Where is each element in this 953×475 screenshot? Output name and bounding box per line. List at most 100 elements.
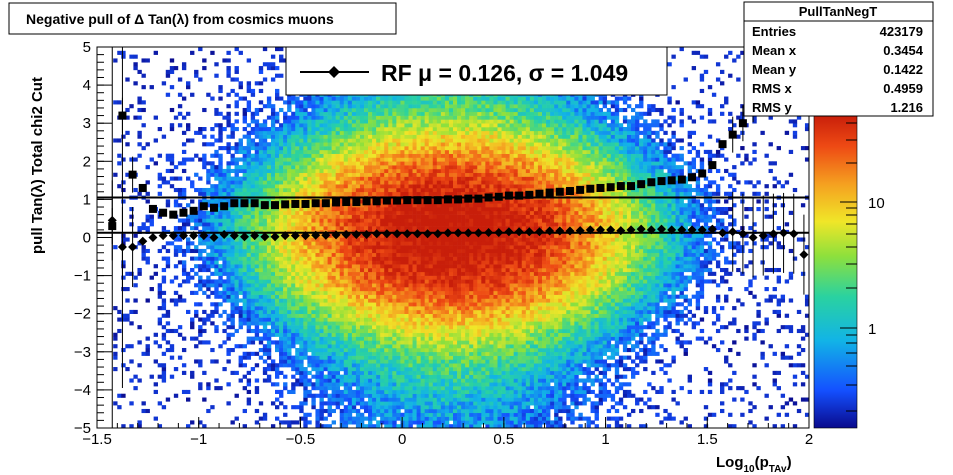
heatmap-cell bbox=[424, 332, 430, 337]
heatmap-cell bbox=[250, 317, 256, 322]
heatmap-cell bbox=[331, 367, 336, 372]
heatmap-cell bbox=[339, 233, 345, 238]
heatmap-cell bbox=[380, 363, 385, 368]
heatmap-cell bbox=[226, 172, 231, 177]
heatmap-cell bbox=[169, 355, 175, 360]
heatmap-cell bbox=[181, 115, 187, 120]
heatmap-cell bbox=[307, 184, 312, 189]
heatmap-cell bbox=[254, 180, 260, 185]
heatmap-cell bbox=[392, 187, 397, 193]
heatmap-cell bbox=[359, 267, 365, 273]
heatmap-cell bbox=[311, 172, 316, 177]
heatmap-cell bbox=[319, 279, 324, 284]
heatmap-cell bbox=[376, 184, 381, 189]
heatmap-cell bbox=[392, 218, 397, 223]
heatmap-cell bbox=[351, 127, 357, 132]
heatmap-cell bbox=[266, 367, 272, 372]
heatmap-cell bbox=[295, 176, 300, 181]
heatmap-cell bbox=[319, 336, 324, 341]
heatmap-cell bbox=[258, 180, 264, 185]
heatmap-cell bbox=[287, 309, 292, 314]
heatmap-cell bbox=[384, 138, 389, 143]
heatmap-cell bbox=[355, 420, 361, 425]
heatmap-cell bbox=[299, 271, 304, 276]
heatmap-cell bbox=[291, 382, 296, 387]
heatmap-cell bbox=[295, 191, 300, 196]
heatmap-cell bbox=[388, 351, 393, 356]
heatmap-cell bbox=[364, 408, 369, 414]
heatmap-cell bbox=[339, 127, 345, 132]
heatmap-cell bbox=[311, 309, 316, 314]
heatmap-cell bbox=[315, 207, 320, 212]
heatmap-cell bbox=[404, 96, 409, 101]
heatmap-cell bbox=[331, 279, 336, 284]
heatmap-cell bbox=[335, 180, 341, 185]
heatmap-cell bbox=[319, 328, 324, 334]
heatmap-cell bbox=[198, 382, 203, 387]
heatmap-cell bbox=[262, 222, 268, 227]
heatmap-cell bbox=[262, 306, 268, 311]
heatmap-cell bbox=[291, 389, 296, 395]
heatmap-cell bbox=[368, 405, 373, 410]
heatmap-cell bbox=[307, 115, 312, 120]
heatmap-cell bbox=[222, 226, 227, 231]
heatmap-cell bbox=[145, 408, 150, 414]
heatmap-cell bbox=[372, 123, 377, 128]
heatmap-cell bbox=[283, 382, 288, 387]
heatmap-cell bbox=[230, 313, 235, 318]
heatmap-cell bbox=[355, 218, 361, 223]
heatmap-cell bbox=[327, 344, 332, 349]
heatmap-cell bbox=[368, 100, 373, 105]
heatmap-cell bbox=[161, 378, 167, 383]
heatmap-cell bbox=[169, 157, 175, 162]
heatmap-cell bbox=[392, 157, 397, 162]
heatmap-cell bbox=[347, 138, 353, 143]
heatmap-cell bbox=[376, 397, 381, 402]
heatmap-cell bbox=[113, 332, 118, 337]
heatmap-cell bbox=[287, 115, 292, 120]
heatmap-cell bbox=[408, 294, 413, 299]
heatmap-cell bbox=[384, 260, 389, 265]
heatmap-cell bbox=[161, 306, 167, 311]
heatmap-cell bbox=[416, 184, 421, 189]
heatmap-cell bbox=[339, 336, 345, 341]
heatmap-cell bbox=[250, 191, 256, 196]
heatmap-cell bbox=[376, 378, 381, 383]
heatmap-cell bbox=[137, 420, 142, 425]
heatmap-cell bbox=[364, 176, 369, 181]
heatmap-cell bbox=[230, 134, 235, 139]
heatmap-cell bbox=[234, 275, 239, 280]
heatmap-cell bbox=[246, 191, 252, 196]
heatmap-cell bbox=[323, 100, 328, 105]
heatmap-cell bbox=[121, 264, 126, 269]
heatmap-cell bbox=[384, 336, 389, 341]
heatmap-cell bbox=[307, 245, 312, 250]
heatmap-cell bbox=[141, 252, 146, 257]
heatmap-cell bbox=[270, 271, 276, 276]
heatmap-cell bbox=[283, 165, 288, 170]
heatmap-cell bbox=[368, 325, 373, 330]
heatmap-cell bbox=[347, 256, 353, 261]
heatmap-cell bbox=[295, 256, 300, 261]
heatmap-cell bbox=[392, 317, 397, 322]
heatmap-cell bbox=[412, 233, 417, 238]
heatmap-cell bbox=[416, 347, 421, 353]
heatmap-cell bbox=[372, 271, 377, 276]
heatmap-cell bbox=[420, 260, 425, 265]
heatmap-cell bbox=[416, 351, 421, 356]
heatmap-cell bbox=[198, 317, 203, 322]
heatmap-cell bbox=[165, 309, 171, 314]
heatmap-cell bbox=[359, 328, 365, 334]
heatmap-cell bbox=[270, 172, 276, 177]
heatmap-cell bbox=[279, 222, 284, 227]
heatmap-cell bbox=[368, 332, 373, 337]
heatmap-cell bbox=[186, 271, 191, 276]
heatmap-cell bbox=[299, 226, 304, 231]
heatmap-cell bbox=[343, 252, 349, 257]
heatmap-cell bbox=[186, 397, 191, 402]
heatmap-cell bbox=[262, 287, 268, 292]
heatmap-cell bbox=[266, 336, 272, 341]
heatmap-cell bbox=[408, 298, 413, 303]
heatmap-cell bbox=[275, 306, 280, 311]
heatmap-cell bbox=[400, 245, 405, 250]
